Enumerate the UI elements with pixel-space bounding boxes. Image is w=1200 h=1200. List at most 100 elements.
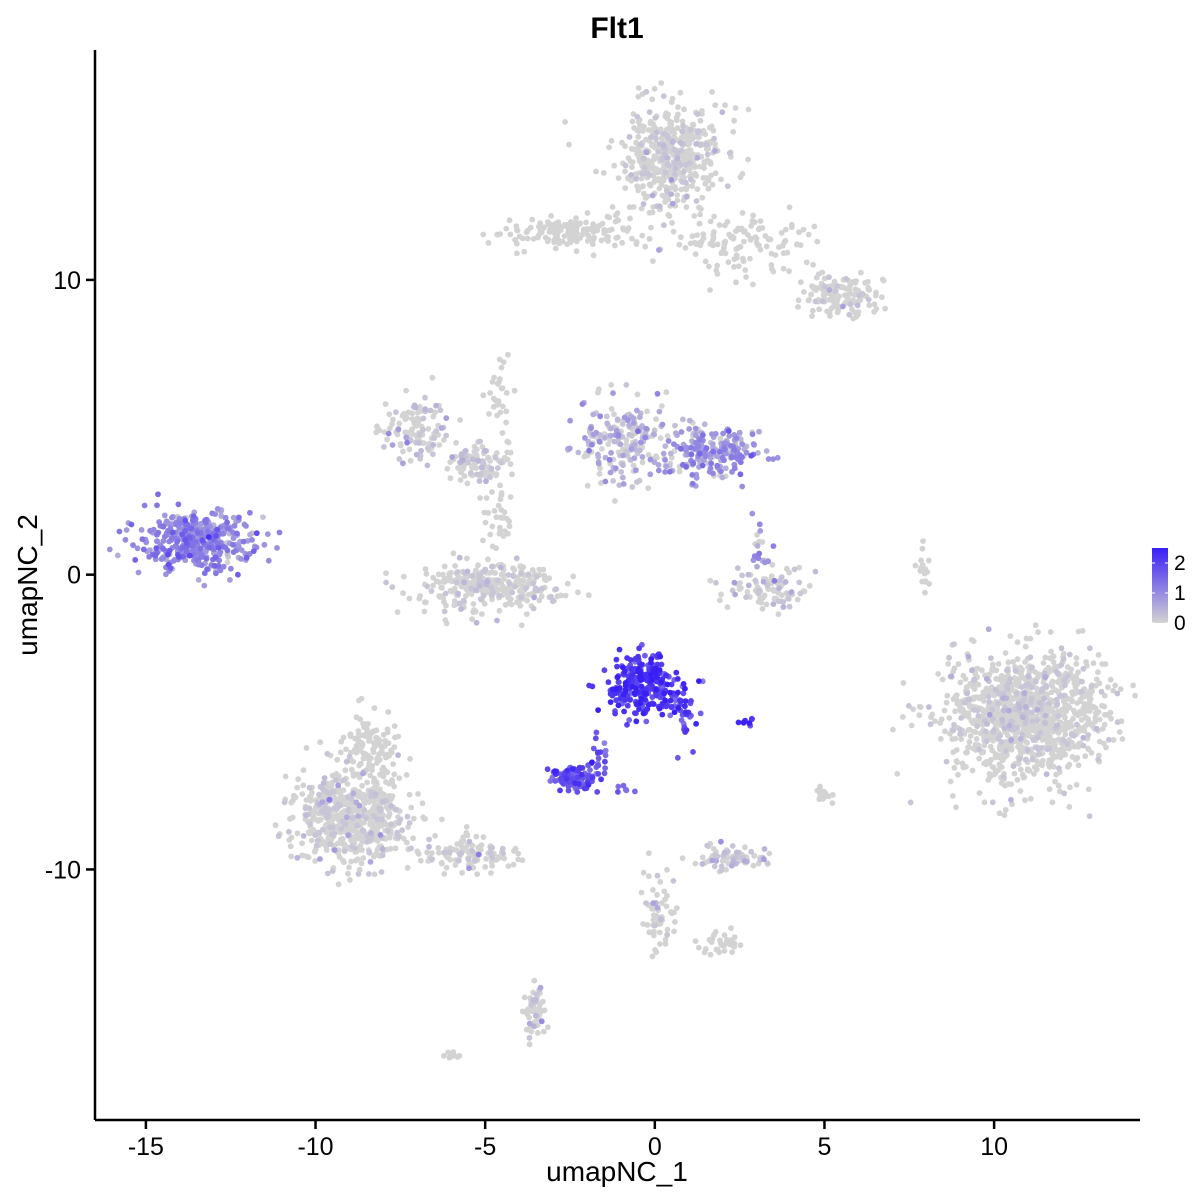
cell-point [1130,682,1136,689]
cell-point [496,607,503,614]
cell-point [1028,690,1034,697]
cell-point [641,164,648,171]
cell-point [829,800,836,806]
cell-point [1027,700,1034,706]
cell-point [455,857,462,864]
cell-point [1046,745,1052,752]
cell-point [367,859,374,865]
cell-point [510,861,517,868]
cell-point [695,443,702,449]
cell-point [955,771,961,778]
cell-point [699,194,706,201]
cell-point [343,746,349,753]
cell-point [687,126,694,133]
cell-point [835,305,842,312]
cell-point [709,89,715,95]
cell-point [506,580,513,587]
cell-point [707,159,714,165]
cell-point [406,791,413,798]
cell-point [316,791,322,798]
cell-point [443,432,450,439]
cell-point [1078,717,1085,723]
cell-point [494,617,500,624]
cell-point [385,828,392,834]
cell-point [832,288,839,295]
cell-point [1039,762,1046,769]
cell-point [735,225,742,232]
cell-point [511,848,517,854]
cell-point [461,574,468,581]
cell-point [311,848,318,855]
cell-point [907,799,914,806]
cell-point [951,764,958,771]
cell-point [441,849,448,856]
cell-point [948,673,954,680]
cell-point [486,411,492,417]
cell-point [488,870,494,876]
cell-point [610,478,616,484]
cell-point [994,705,1001,712]
cell-point [465,459,471,466]
cell-point [524,235,531,242]
cell-point [497,376,503,382]
cell-point [765,456,772,462]
cell-point [394,829,400,836]
cell-point [989,747,996,754]
cell-point [539,585,545,592]
cell-point [985,626,992,633]
cell-point [628,446,635,452]
cell-point [770,456,776,462]
cell-point [1037,729,1044,736]
cell-point [1029,756,1036,763]
cell-point [616,482,623,488]
cell-point [387,845,394,852]
cell-point [690,151,696,158]
cell-point [806,297,812,303]
cell-point [477,847,484,853]
cell-point [360,855,367,861]
cell-point [796,564,803,571]
cell-point [505,439,512,446]
cell-point [649,96,656,103]
cell-point [383,579,389,586]
cell-point [511,387,518,394]
cell-point [473,833,480,840]
cell-point [942,728,948,735]
cell-point [689,480,696,487]
cell-point [642,652,648,659]
cell-point [507,494,514,500]
cell-point [1103,744,1109,751]
cell-point [918,557,924,564]
cell-point [538,1018,545,1025]
cell-point [331,805,337,811]
cell-point [1061,677,1068,684]
cell-point [423,599,429,606]
cell-point [1074,721,1080,728]
cell-point [1018,670,1024,677]
cell-point [1088,749,1095,756]
cell-point [637,122,643,129]
cell-point [1001,812,1008,819]
cell-point [846,311,853,318]
cell-point [676,468,683,475]
cell-point [671,146,678,153]
cell-point [747,255,753,262]
cell-point [670,878,677,884]
cell-point [1031,764,1038,771]
cell-point [567,417,573,424]
cell-point [974,723,980,730]
cell-point [595,451,601,458]
cell-point [999,716,1006,723]
cell-point [726,433,733,439]
cell-point [692,425,699,432]
cell-point [922,578,929,584]
cell-point [523,611,530,617]
cell-point [1017,735,1024,742]
cell-point [983,738,990,744]
cell-point [1087,702,1094,709]
cell-point [651,928,657,935]
cell-point [610,390,616,396]
cell-point [996,761,1003,768]
cell-point [260,514,266,520]
